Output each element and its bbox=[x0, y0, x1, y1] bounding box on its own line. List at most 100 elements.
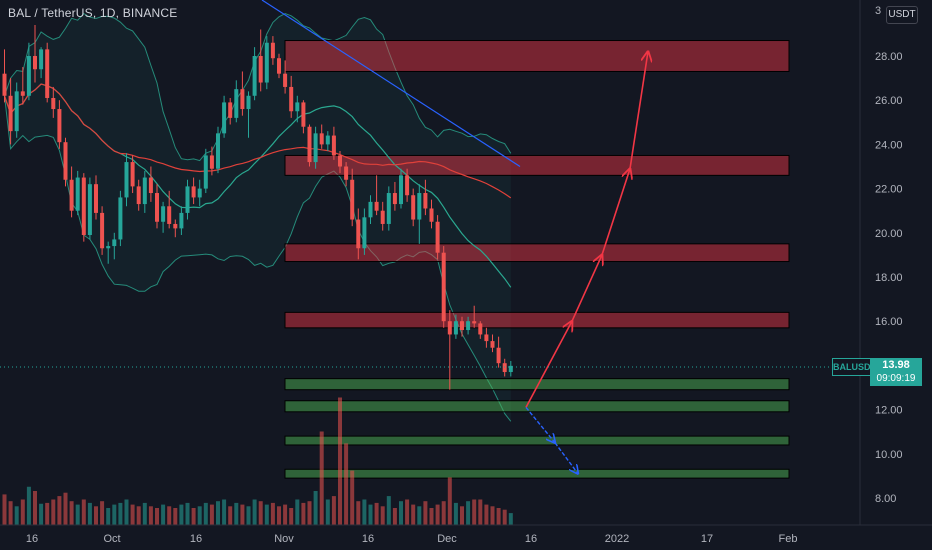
volume-bar bbox=[490, 506, 495, 525]
volume-bar bbox=[453, 502, 458, 525]
volume-bar bbox=[356, 501, 361, 525]
symbol-title[interactable]: BAL / TetherUS, 1D, BINANCE bbox=[8, 6, 178, 20]
volume-bar bbox=[277, 506, 281, 525]
candle-body bbox=[240, 89, 245, 110]
candle-body bbox=[338, 155, 342, 167]
volume-bar bbox=[216, 501, 220, 525]
volume-bar bbox=[307, 501, 312, 525]
candle-body bbox=[301, 102, 306, 127]
candle-body bbox=[45, 49, 50, 98]
candle-body bbox=[136, 186, 141, 205]
price-tick-label: 20.00 bbox=[875, 228, 903, 240]
resistance-zone bbox=[284, 40, 790, 72]
volume-bar bbox=[405, 499, 410, 525]
candle-body bbox=[466, 321, 471, 331]
candle-body bbox=[87, 184, 92, 236]
time-tick-label: 17 bbox=[701, 533, 713, 545]
currency-badge[interactable]: USDT bbox=[886, 6, 918, 24]
candle-body bbox=[484, 334, 489, 342]
volume-bar bbox=[313, 491, 318, 525]
volume-bar bbox=[26, 486, 31, 525]
volume-bar bbox=[246, 506, 251, 525]
resistance-zone bbox=[284, 311, 790, 329]
volume-bar bbox=[447, 477, 452, 525]
volume-bar bbox=[472, 499, 477, 525]
candle-body bbox=[350, 179, 355, 220]
candle-body bbox=[173, 223, 178, 229]
candle-body bbox=[94, 184, 98, 213]
volume-bar bbox=[14, 506, 19, 525]
candle-body bbox=[20, 91, 25, 96]
volume-bar bbox=[325, 499, 330, 525]
volume-bar bbox=[161, 504, 166, 525]
projection-arrows bbox=[525, 52, 648, 474]
bollinger-band-fill bbox=[4, 13, 511, 422]
candle-body bbox=[8, 95, 13, 132]
candle-body bbox=[234, 89, 239, 118]
candle-body bbox=[148, 177, 153, 194]
candle-body bbox=[167, 206, 172, 224]
candle-body bbox=[216, 133, 220, 169]
price-tick-label: 8.00 bbox=[875, 493, 896, 505]
candle-body bbox=[295, 102, 300, 112]
volume-bar bbox=[209, 504, 214, 525]
volume-bar bbox=[81, 499, 86, 525]
support-zone bbox=[284, 468, 790, 479]
candle-body bbox=[185, 186, 190, 213]
candle-body bbox=[161, 206, 166, 222]
volume-bar bbox=[362, 499, 367, 525]
projection-down-arrow bbox=[554, 442, 578, 474]
volume-bar bbox=[142, 502, 147, 525]
candle-body bbox=[57, 109, 62, 143]
bollinger-lower-line bbox=[4, 95, 512, 422]
volume-bar bbox=[374, 502, 379, 525]
volume-bar bbox=[130, 504, 135, 525]
volume-bar bbox=[87, 502, 92, 525]
volume-bar bbox=[252, 499, 257, 525]
volume-bar bbox=[191, 508, 196, 525]
bar-countdown: 09:09:19 bbox=[876, 373, 916, 384]
candle-body bbox=[435, 221, 440, 253]
time-tick-label: Nov bbox=[274, 533, 294, 545]
projection-up-arrow bbox=[629, 52, 648, 169]
volume-bar bbox=[441, 501, 446, 525]
volume-bar bbox=[423, 501, 428, 525]
candle-body bbox=[203, 155, 208, 189]
candle-body bbox=[81, 177, 86, 236]
time-tick-label: Feb bbox=[779, 533, 798, 545]
volume-bar bbox=[234, 502, 239, 525]
last-price-badge: 13.98 09:09:19 bbox=[870, 358, 922, 386]
candle-body bbox=[26, 56, 31, 96]
candle-body bbox=[100, 212, 105, 249]
volume-bar bbox=[350, 470, 355, 525]
volume-bar bbox=[301, 502, 306, 525]
volume-bar bbox=[399, 501, 403, 525]
candle-body bbox=[191, 186, 196, 198]
volume-bar bbox=[124, 499, 129, 525]
candle-body bbox=[197, 188, 202, 198]
candle-body bbox=[386, 193, 391, 224]
volume-bar bbox=[8, 501, 13, 525]
volume-bar bbox=[496, 508, 501, 525]
volume-bar bbox=[240, 504, 245, 525]
volume-bar bbox=[39, 503, 44, 525]
candle-body bbox=[155, 193, 159, 222]
moving-averages bbox=[3, 83, 512, 288]
candle-body bbox=[331, 135, 336, 156]
candle-body bbox=[460, 321, 464, 331]
volume-bar bbox=[338, 397, 342, 525]
time-tick-label: 2022 bbox=[605, 533, 629, 545]
time-tick-label: 16 bbox=[362, 533, 374, 545]
price-axis[interactable] bbox=[860, 0, 932, 525]
candle-body bbox=[368, 201, 373, 218]
volume-bar bbox=[228, 506, 233, 525]
volume-bar bbox=[295, 499, 300, 525]
volume-bar bbox=[411, 504, 416, 525]
volume-bar bbox=[319, 431, 324, 525]
volume-bar bbox=[167, 506, 172, 525]
support-zone bbox=[284, 435, 790, 446]
candle-body bbox=[209, 155, 214, 169]
price-zones bbox=[284, 40, 790, 479]
candle-body bbox=[2, 73, 7, 96]
